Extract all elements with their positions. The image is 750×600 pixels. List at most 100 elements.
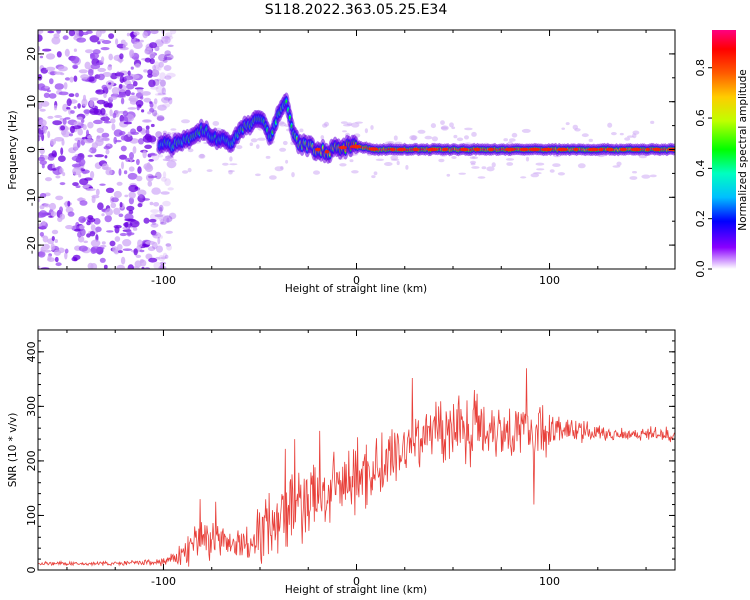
noise-blob [110, 202, 117, 209]
noise-blob [97, 67, 106, 73]
noise-blob [150, 209, 160, 214]
noise-blob [144, 57, 152, 63]
colorbar-tick-label: 0.4 [694, 160, 707, 178]
colorbar: 0.0 0.2 0.4 0.6 0.8 Normalized spectral ampl… [694, 30, 749, 278]
noise-blob [472, 156, 476, 159]
ridge-peak [598, 147, 604, 152]
noise-blob [641, 174, 651, 179]
noise-blob [157, 236, 161, 245]
noise-blob [619, 132, 624, 136]
noise-blob [166, 217, 170, 223]
noise-blob [222, 162, 229, 166]
noise-blob [128, 184, 139, 193]
noise-blob [57, 66, 68, 72]
noise-blob [536, 168, 545, 171]
noise-blob [38, 223, 43, 227]
noise-blob [39, 193, 47, 198]
noise-blob [139, 259, 147, 267]
noise-blob [574, 128, 581, 132]
noise-blob [127, 70, 131, 76]
ridge-peak [504, 147, 516, 152]
noise-blob [119, 131, 126, 136]
noise-blob [154, 61, 160, 70]
noise-blob [152, 232, 162, 239]
noise-blob [104, 115, 109, 123]
noise-blob [42, 48, 52, 52]
noise-blob [97, 202, 104, 210]
noise-blob [53, 104, 58, 111]
noise-blob [152, 221, 156, 226]
noise-blob [149, 201, 154, 206]
noise-blob [99, 257, 106, 263]
ridge-peak [541, 147, 553, 152]
noise-blob [535, 162, 545, 166]
noise-blob [118, 213, 124, 218]
noise-blob [154, 39, 164, 47]
noise-blob [153, 202, 160, 207]
noise-blob [477, 176, 486, 179]
noise-blob [96, 127, 105, 134]
noise-blob [80, 74, 89, 80]
noise-blob [373, 171, 378, 176]
noise-blob [129, 49, 135, 57]
noise-blob [151, 72, 159, 78]
noise-blob [103, 145, 111, 150]
noise-blob [199, 153, 205, 158]
colorbar-tick-label: 0.8 [694, 59, 707, 77]
noise-blob [64, 252, 68, 260]
noise-blob [95, 226, 102, 233]
noise-blob [139, 194, 144, 199]
noise-blob [255, 144, 260, 150]
noise-blob [265, 155, 271, 159]
noise-blob [145, 253, 153, 260]
noise-blob [130, 128, 137, 135]
noise-blob [166, 160, 177, 169]
noise-blob [78, 216, 86, 223]
y-tick-label: -10 [25, 188, 38, 206]
noise-blob [60, 125, 66, 131]
ridge-peak [324, 149, 330, 154]
noise-blob [134, 63, 141, 68]
noise-blob [611, 132, 617, 136]
noise-blob [126, 83, 135, 90]
spectrogram-y-axis-label: Frequency (Hz) [7, 110, 19, 189]
noise-blob [122, 226, 129, 230]
noise-blob [424, 135, 433, 140]
noise-blob [229, 163, 238, 166]
noise-blob [79, 178, 89, 186]
noise-blob [154, 214, 164, 218]
noise-blob [370, 125, 374, 130]
noise-blob [81, 136, 88, 140]
noise-blob [119, 114, 125, 123]
noise-blob [156, 78, 162, 82]
noise-blob [132, 227, 138, 231]
y-tick-label: 300 [25, 396, 38, 417]
noise-blob [340, 121, 348, 124]
noise-blob [159, 79, 166, 87]
noise-blob [60, 130, 67, 136]
noise-blob [160, 221, 167, 225]
noise-blob [170, 30, 177, 35]
noise-blob [364, 128, 368, 134]
noise-blob [141, 91, 152, 96]
ridge-peak [519, 147, 529, 152]
noise-blob [128, 166, 135, 172]
noise-blob [624, 137, 631, 141]
noise-blob [525, 156, 530, 162]
noise-blob [111, 87, 120, 95]
noise-blob [82, 94, 87, 102]
ridge-peak [473, 147, 481, 152]
noise-blob [108, 82, 112, 85]
noise-blob [147, 246, 156, 252]
noise-blob [133, 81, 138, 87]
noise-blob [206, 169, 213, 173]
noise-blob [90, 63, 101, 70]
ridge-peak [460, 147, 469, 152]
noise-blob [285, 159, 289, 164]
noise-blob [89, 97, 99, 101]
noise-blob [93, 119, 103, 125]
noise-blob [74, 228, 81, 232]
noise-blob [94, 154, 105, 158]
noise-blob [118, 250, 123, 254]
noise-blob [91, 196, 96, 204]
